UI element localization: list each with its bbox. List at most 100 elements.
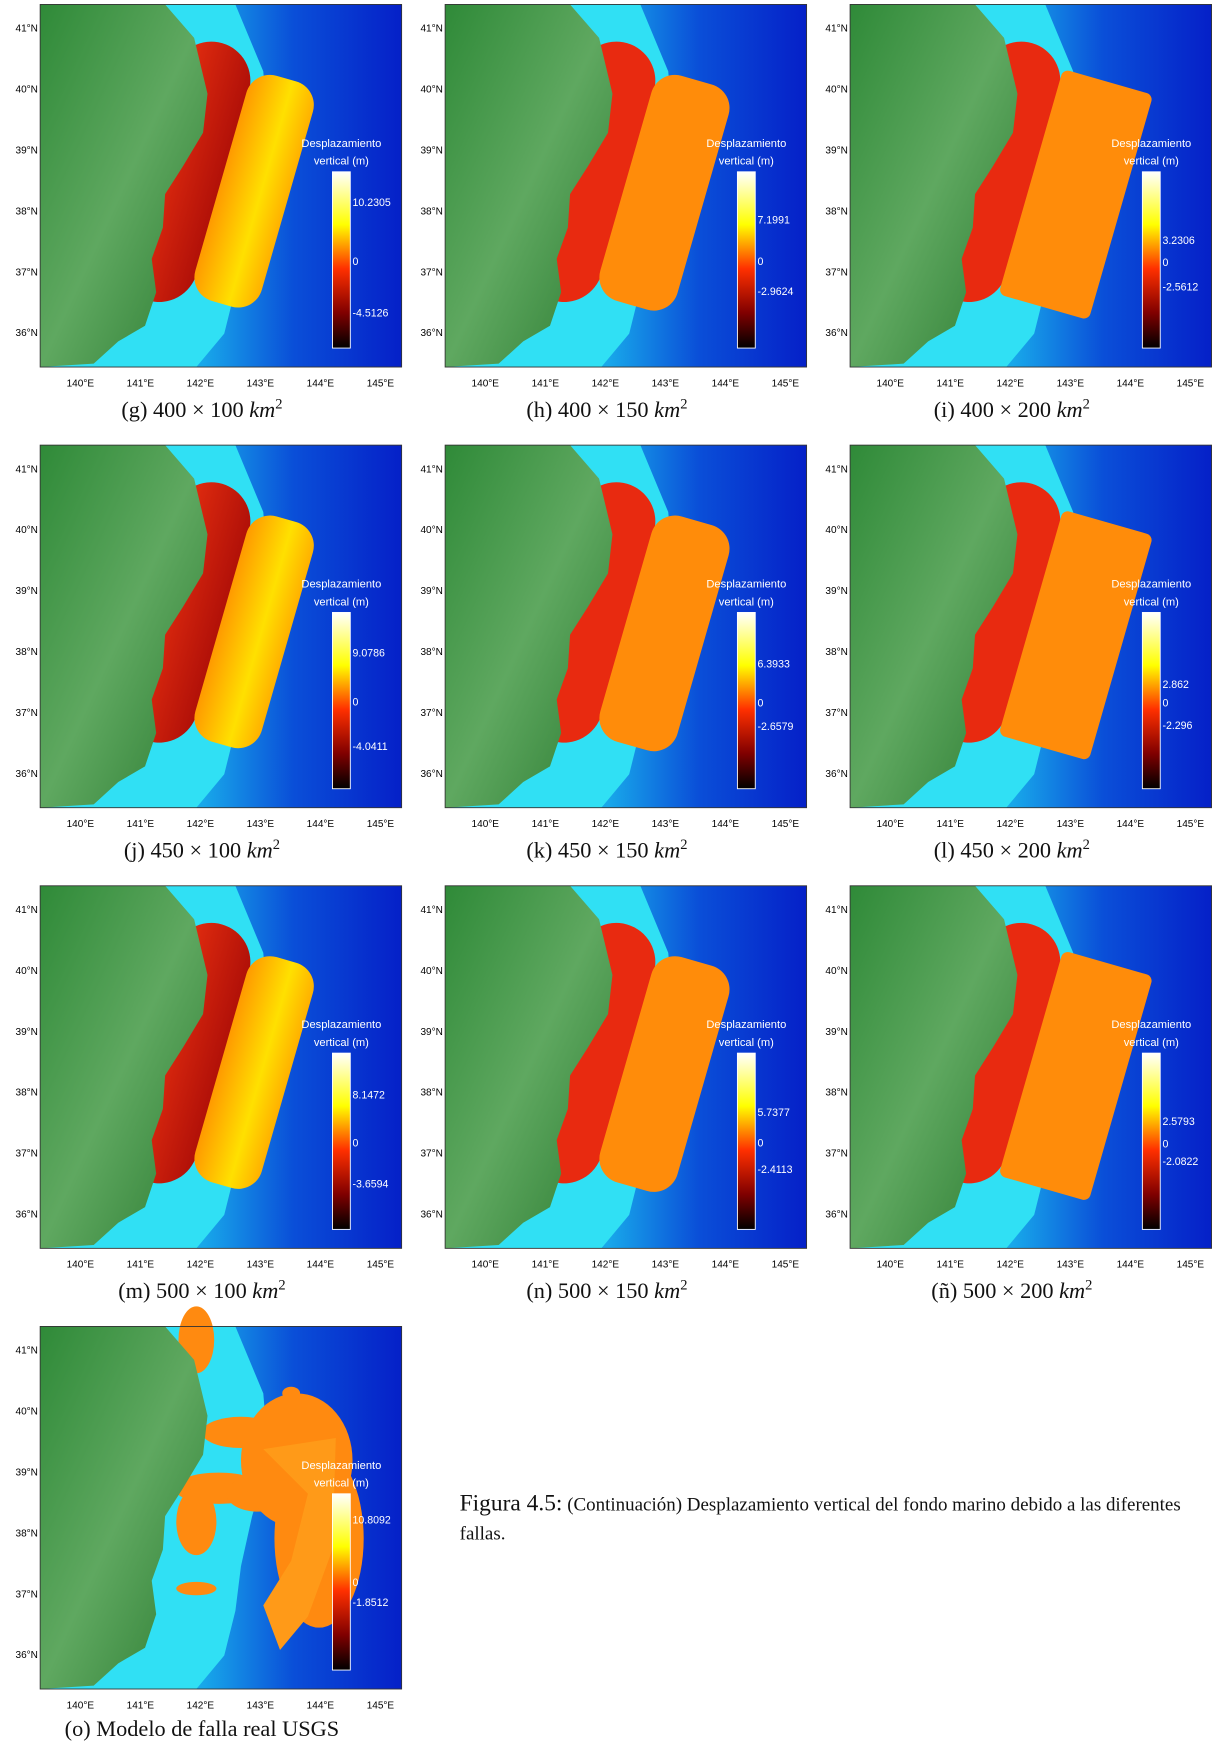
lat-label: 36°N (16, 1650, 38, 1661)
lat-label: 36°N (16, 328, 38, 339)
caption-unit: km (252, 1279, 278, 1304)
caption-text: (k) 450 × 150 (526, 839, 648, 864)
lat-label: 41°N (420, 464, 442, 475)
colorbar-tick-label: -1.8512 (353, 1597, 389, 1609)
caption-exponent: 2 (680, 1276, 687, 1293)
lon-label: 140°E (877, 378, 905, 389)
lon-label: 141°E (127, 378, 155, 389)
caption-unit: km (1057, 839, 1083, 864)
colorbar-tick-label: -2.4113 (757, 1164, 792, 1176)
panel-caption: (o) Modelo de falla real USGS (0, 1717, 404, 1743)
caption-text: (m) 500 × 100 (118, 1279, 246, 1304)
caption-exponent: 2 (278, 1276, 285, 1293)
lon-label: 145°E (1177, 819, 1205, 830)
colorbar-tick-label: 10.8092 (353, 1514, 391, 1526)
lat-label: 37°N (16, 267, 38, 278)
lat-label: 41°N (16, 905, 38, 916)
lon-label: 141°E (937, 1260, 965, 1271)
lat-label: 37°N (16, 1589, 38, 1600)
colorbar (737, 172, 755, 348)
colorbar-tick-label: 7.1991 (757, 215, 789, 227)
map-panel: 41°N40°N39°N38°N37°N36°N140°E141°E142°E1… (0, 1326, 404, 1716)
caption-text: (j) 450 × 100 (124, 839, 241, 864)
lat-label: 37°N (825, 1149, 847, 1160)
panel-caption: (h) 400 × 150 km2 (405, 395, 809, 424)
lon-label: 145°E (367, 378, 395, 389)
caption-text: (i) 400 × 200 (934, 398, 1051, 423)
lon-label: 143°E (247, 378, 275, 389)
lat-label: 39°N (16, 1467, 38, 1478)
lon-label: 143°E (1057, 1260, 1085, 1271)
colorbar-tick-label: 0 (353, 1137, 359, 1149)
page: Figura 4.5: (Continuación) Desplazamient… (0, 0, 1216, 1751)
colorbar-tick-label: 0 (757, 256, 763, 268)
colorbar-title: vertical (m) (314, 1037, 369, 1049)
lat-label: 41°N (16, 24, 38, 35)
lon-label: 140°E (472, 819, 500, 830)
caption-text: (g) 400 × 100 (121, 398, 243, 423)
colorbar-tick-label: 2.5793 (1162, 1116, 1194, 1128)
lon-label: 145°E (367, 1700, 395, 1711)
caption-text: (l) 450 × 200 (934, 839, 1051, 864)
lat-label: 40°N (825, 966, 847, 977)
lon-label: 145°E (367, 819, 395, 830)
panel-caption: (i) 400 × 200 km2 (810, 395, 1214, 424)
panel-caption: (j) 450 × 100 km2 (0, 836, 404, 865)
uplift-blob (176, 1582, 216, 1595)
caption-exponent: 2 (273, 836, 280, 853)
colorbar-tick-label: 0 (353, 1577, 359, 1589)
lat-label: 36°N (825, 1210, 847, 1221)
colorbar-tick-label: 5.7377 (757, 1107, 789, 1119)
colorbar-tick-label: -2.9624 (757, 286, 793, 298)
colorbar-tick-label: -3.6594 (353, 1179, 389, 1191)
colorbar (1142, 612, 1160, 788)
lat-label: 37°N (420, 708, 442, 719)
lon-label: 142°E (997, 1260, 1025, 1271)
lon-label: 144°E (712, 1260, 740, 1271)
lat-label: 40°N (420, 966, 442, 977)
caption-exponent: 2 (1083, 836, 1090, 853)
figure-caption: Figura 4.5: (Continuación) Desplazamient… (460, 1488, 1216, 1548)
lat-label: 36°N (825, 769, 847, 780)
lon-label: 142°E (997, 819, 1025, 830)
colorbar-tick-label: 0 (1162, 698, 1168, 710)
lat-label: 38°N (16, 206, 38, 217)
lon-label: 141°E (937, 819, 965, 830)
lat-label: 40°N (16, 1407, 38, 1418)
lat-label: 36°N (825, 328, 847, 339)
caption-unit: km (1059, 1279, 1085, 1304)
lat-label: 39°N (825, 145, 847, 156)
lon-label: 142°E (187, 1700, 215, 1711)
caption-unit: km (247, 839, 273, 864)
lon-label: 144°E (307, 1700, 335, 1711)
colorbar-tick-label: 0 (353, 256, 359, 268)
lon-label: 145°E (772, 1260, 800, 1271)
caption-text: (Continuación) Desplazamiento vertical d… (460, 1494, 1181, 1544)
colorbar-title: vertical (m) (719, 596, 774, 608)
lon-label: 141°E (532, 819, 560, 830)
lon-label: 144°E (307, 819, 335, 830)
colorbar-title: vertical (m) (719, 1037, 774, 1049)
lon-label: 144°E (1117, 378, 1145, 389)
lat-label: 36°N (16, 769, 38, 780)
lat-label: 41°N (16, 1346, 38, 1357)
colorbar-tick-label: -4.5126 (353, 307, 389, 319)
caption-unit: km (654, 1279, 680, 1304)
lon-label: 143°E (652, 819, 680, 830)
colorbar-tick-label: 6.3933 (757, 659, 789, 671)
lat-label: 40°N (16, 525, 38, 536)
caption-text: (h) 400 × 150 (526, 398, 648, 423)
lat-label: 40°N (420, 85, 442, 96)
colorbar-title: Desplazamiento (1111, 579, 1191, 591)
colorbar (1142, 1053, 1160, 1229)
lon-label: 141°E (127, 1260, 155, 1271)
lon-label: 142°E (187, 1260, 215, 1271)
colorbar-title: vertical (m) (314, 596, 369, 608)
lat-label: 41°N (16, 464, 38, 475)
lat-label: 40°N (825, 85, 847, 96)
caption-exponent: 2 (275, 395, 282, 412)
panel-caption: (n) 500 × 150 km2 (405, 1276, 809, 1305)
colorbar-title: Desplazamiento (301, 579, 381, 591)
